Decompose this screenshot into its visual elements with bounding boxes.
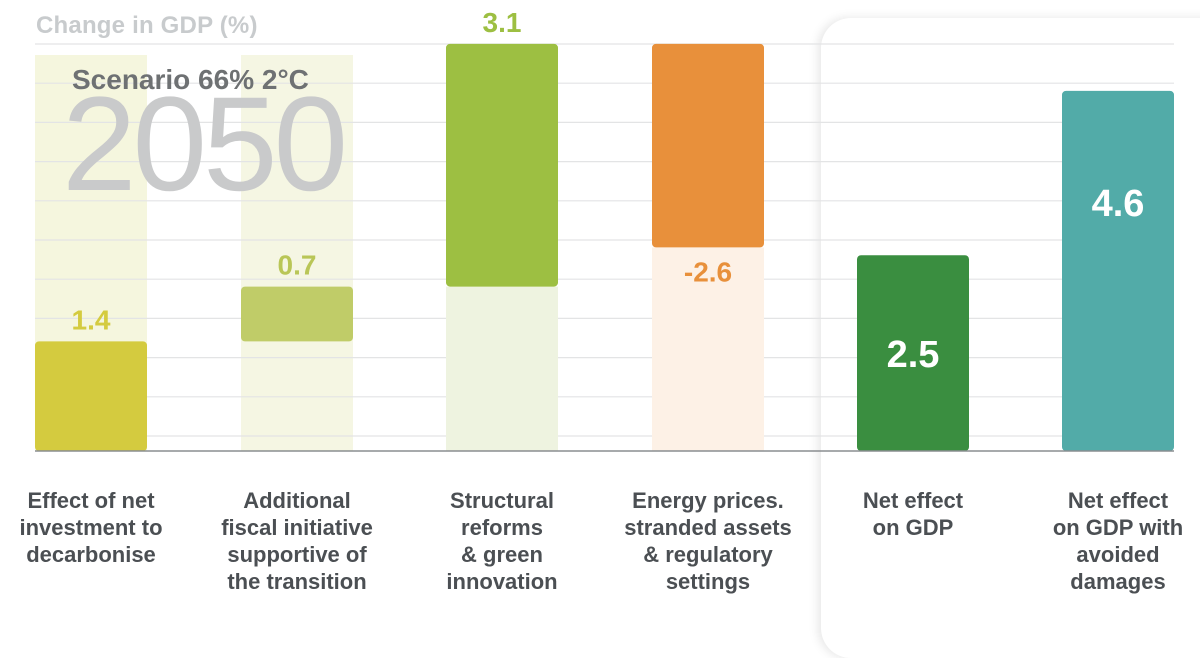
bar-shadow [652,247,764,451]
bar [446,43,558,287]
category-label: Effect of net investment to decarbonise [0,487,191,568]
category-label-line: Energy prices. [632,488,784,513]
bar [857,255,969,451]
category-label: Structural reforms & green innovation [402,487,602,595]
category-label-line: on GDP [872,515,954,540]
category-label-line: stranded assets [624,515,792,540]
category-label-line: Net effect [862,488,964,513]
category-label-line: Net effect [1067,488,1169,513]
chart-svg: 1.4 0.7 3.1 -2.6 2.5 4.6 [35,7,1174,452]
category-label-line: innovation [446,569,558,594]
chart-root: 1.4 0.7 3.1 -2.6 2.5 4.6 Change in GDP (%) 20… [0,6,1200,595]
category-label-line: decarbonise [26,542,156,567]
year-label: 2050 [62,70,348,219]
data-label: 4.6 [1092,183,1145,225]
category-label-line: investment to [19,515,163,540]
category-label: Net effect on GDP with avoided damages [1018,487,1200,595]
category-label: Energy prices. stranded assets & regulator… [608,487,808,595]
category-label-line: avoided [1076,542,1160,567]
category-label-line: reforms [461,515,543,540]
category-label: Net effect on GDP [813,487,1013,541]
category-label-line: supportive of [227,542,367,567]
scenario-label: Scenario 66% 2°C [72,64,309,95]
bar-shadow [446,286,558,451]
data-label: 0.7 [278,250,317,281]
bar [241,286,353,342]
category-label-line: & green [461,542,543,567]
category-label-line: fiscal initiative [221,515,373,540]
category-label-line: & regulatory [643,542,773,567]
category-label-line: the transition [227,569,367,594]
data-label: -2.6 [684,256,732,287]
chart-title: Change in GDP (%) [36,12,258,39]
bar [1062,90,1174,451]
column-background [241,55,353,451]
bar [35,341,147,451]
category-label: Additional fiscal initiative supportive of… [197,487,397,595]
category-label-line: Structural [450,488,554,513]
category-label-line: Effect of net [27,488,155,513]
category-label-line: Additional [243,488,351,513]
category-label-line: settings [665,569,751,594]
category-label-line: on GDP with [1052,515,1184,540]
data-label: 1.4 [72,304,111,335]
bar [652,43,764,248]
category-label-line: damages [1070,569,1166,594]
data-label: 3.1 [483,7,522,38]
data-label: 2.5 [887,334,940,376]
